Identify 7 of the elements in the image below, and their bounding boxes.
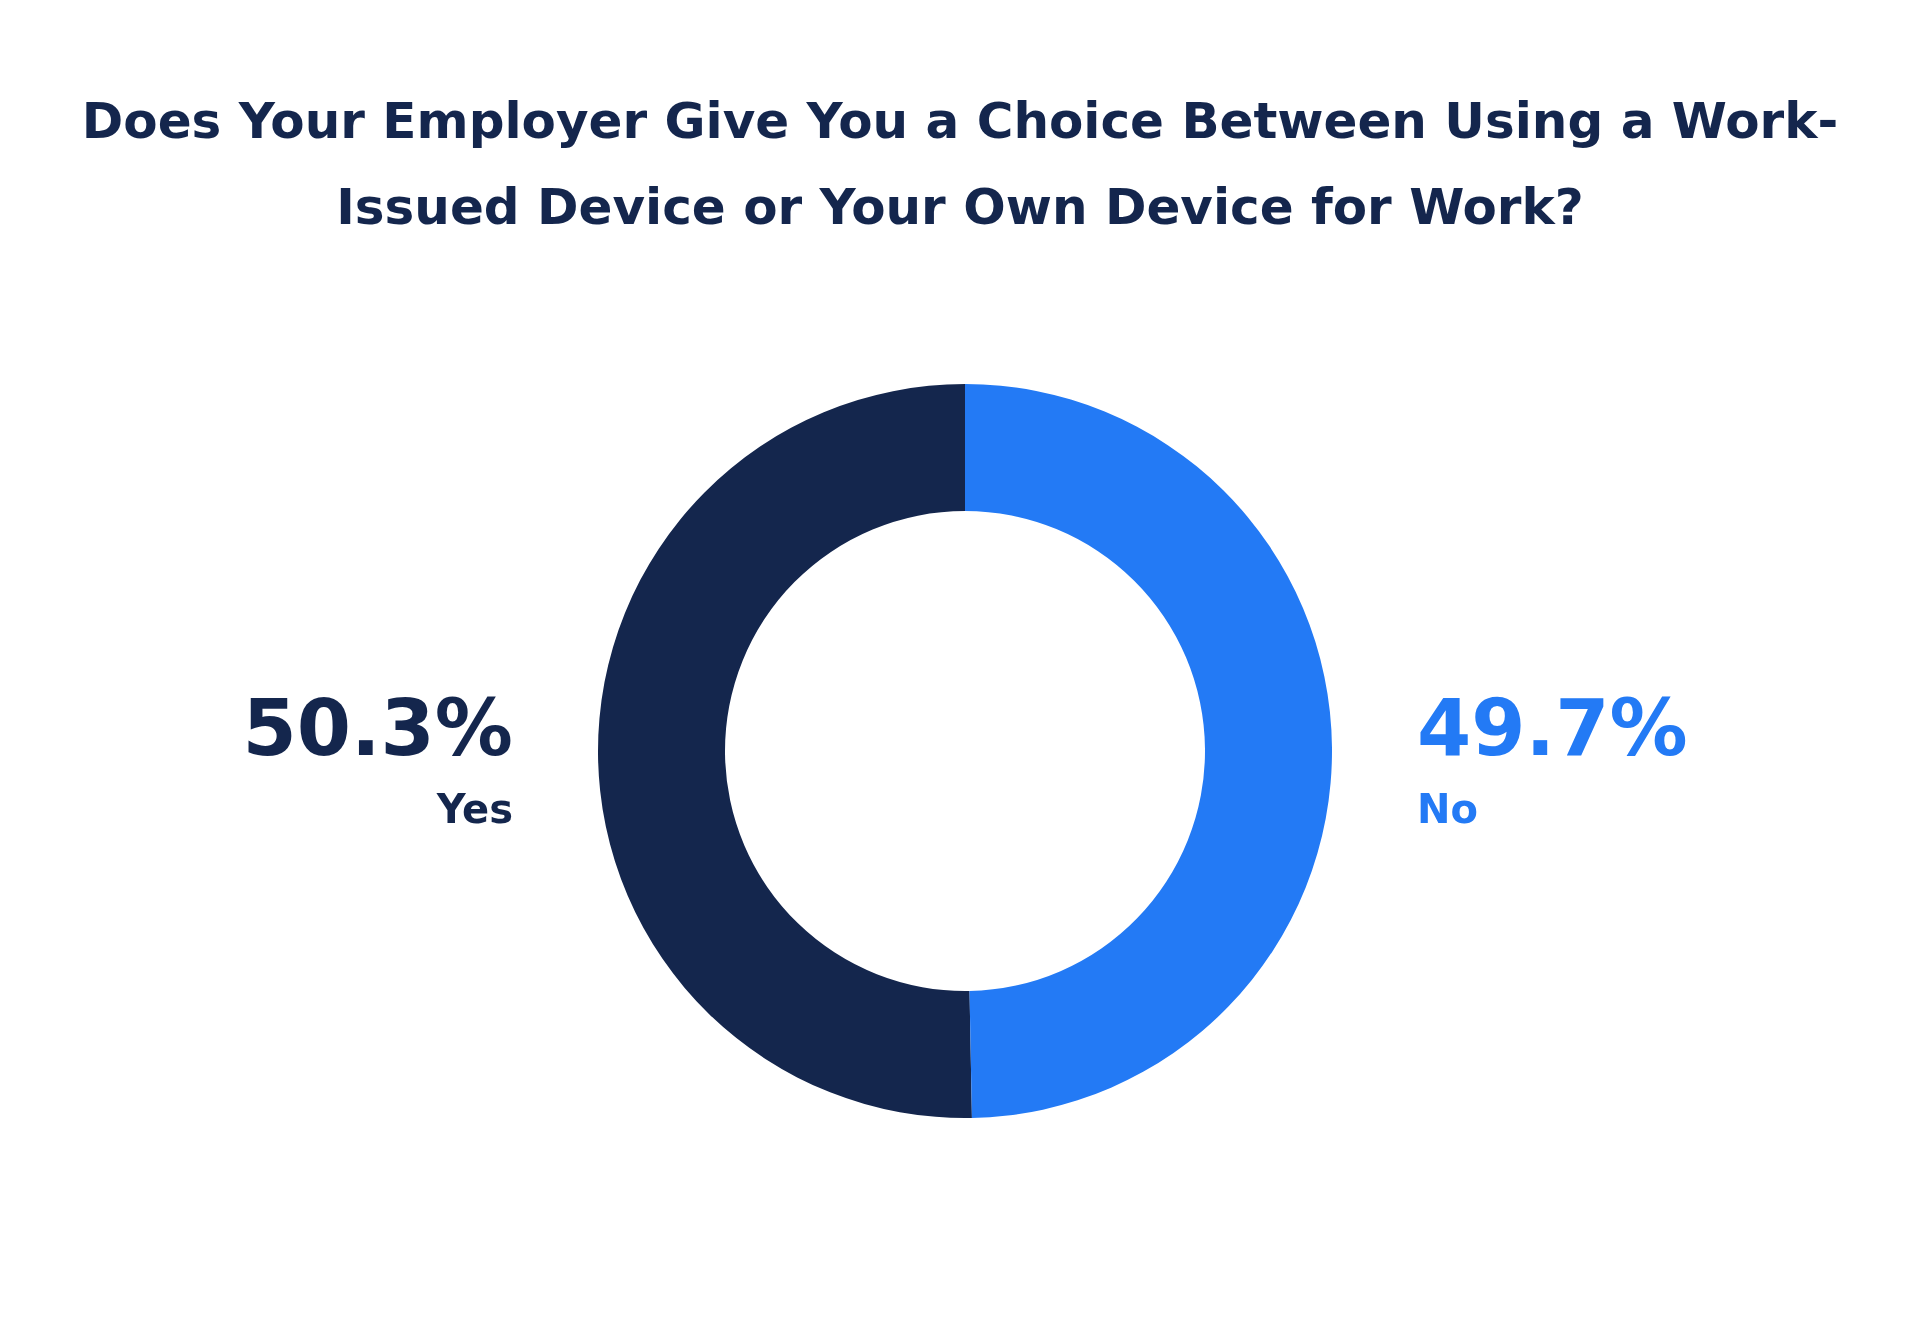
slice-label: Yes <box>435 786 513 832</box>
donut-slice <box>598 384 972 1118</box>
donut-slice <box>965 384 1332 1118</box>
data-label: 49.7% <box>1417 683 1688 773</box>
slice-label: No <box>1417 786 1478 832</box>
data-label: 50.3% <box>242 683 513 773</box>
chart-title: Does Your Employer Give You a Choice Between Using a Work-Issued Device or Your Own Device for Work? <box>80 91 1840 238</box>
